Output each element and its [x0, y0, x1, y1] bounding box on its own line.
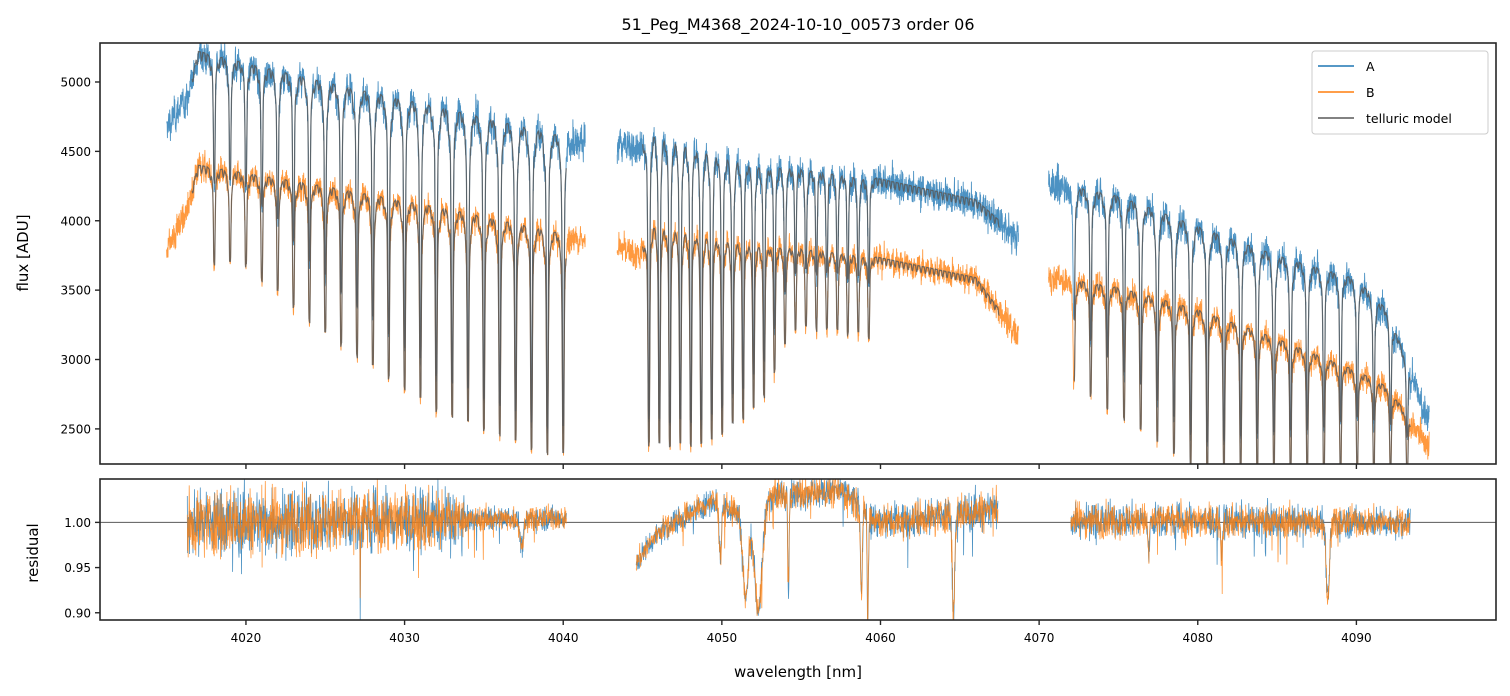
residual-x-tick-label: 4070: [1024, 631, 1055, 645]
residual-y-tick-label: 1.00: [64, 516, 91, 530]
legend-entry-a: A: [1318, 59, 1375, 74]
legend-frame: [1311, 50, 1489, 135]
residual-y-ticks: 0.90 0.95 1.00: [64, 516, 100, 620]
residual-plot-area: [100, 479, 1496, 620]
flux-axes-frame: [99, 42, 1497, 465]
telluric-model-b-line: [191, 164, 1411, 464]
series-b-residual-line: [186, 479, 1411, 620]
flux-y-ticks: 2500 3000 3500 4000 4500 5000: [60, 75, 100, 436]
legend-label-a: A: [1366, 59, 1375, 74]
residual-x-tick-label: 4020: [231, 631, 262, 645]
flux-y-tick-label: 3500: [60, 284, 91, 298]
legend-entry-telluric-model: telluric model: [1318, 111, 1452, 126]
flux-panel: 2500 3000 3500 4000 4500 5000 flux [ADU] A B …: [14, 42, 1497, 469]
residual-x-tick-label: 4060: [865, 631, 896, 645]
residual-x-tick-label: 4080: [1182, 631, 1213, 645]
legend-entry-b: B: [1318, 85, 1375, 100]
flux-y-tick-label: 4000: [60, 214, 91, 228]
x-axis-label: wavelength [nm]: [734, 663, 862, 681]
residual-x-tick-label: 4090: [1341, 631, 1372, 645]
residual-x-tick-label: 4040: [548, 631, 579, 645]
residual-x-tick-label: 4030: [389, 631, 420, 645]
flux-plot-area: [166, 43, 1430, 464]
flux-x-ticks: [245, 464, 1358, 469]
residual-axes-frame: [99, 478, 1497, 621]
residual-y-axis-label: residual: [24, 523, 42, 582]
residual-x-ticks: 4020 4030 4040 4050 4060 4070 4080 4090: [231, 620, 1372, 645]
residual-panel: 0.90 0.95 1.00 4020 4030 4040 4050 4060 4070 408…: [24, 478, 1497, 681]
residual-y-tick-label: 0.95: [64, 561, 91, 575]
residual-y-tick-label: 0.90: [64, 606, 91, 620]
flux-y-axis-label: flux [ADU]: [14, 214, 32, 291]
legend-label-b: B: [1366, 85, 1375, 100]
flux-y-tick-label: 4500: [60, 145, 91, 159]
chart-title: 51_Peg_M4368_2024-10-10_00573 order 06: [621, 15, 974, 35]
flux-y-tick-label: 5000: [60, 75, 91, 89]
legend: A B telluric model: [1311, 50, 1489, 135]
flux-y-tick-label: 2500: [60, 422, 91, 436]
legend-label-telluric-model: telluric model: [1366, 111, 1452, 126]
flux-y-tick-label: 3000: [60, 353, 91, 367]
residual-x-tick-label: 4050: [707, 631, 738, 645]
